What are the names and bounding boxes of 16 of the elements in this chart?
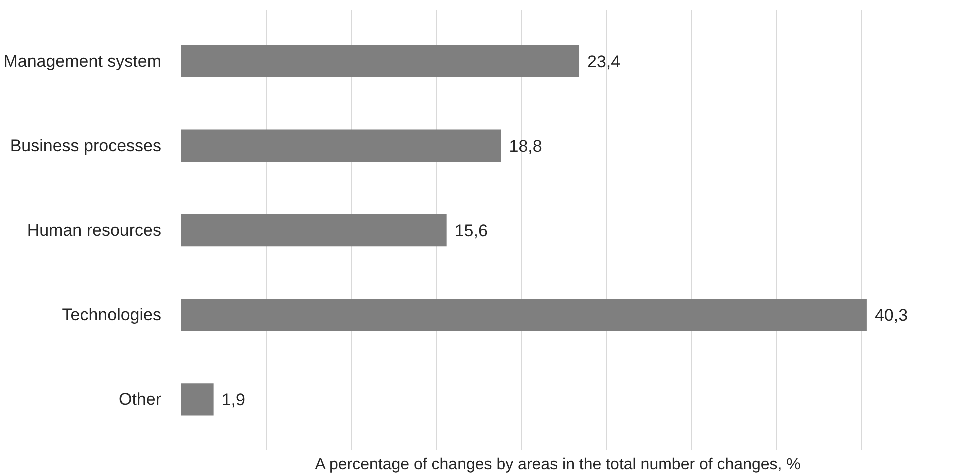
y-tick-label: Business processes — [10, 136, 162, 156]
bar — [182, 384, 214, 416]
bar — [182, 299, 867, 332]
x-axis-title: A percentage of changes by areas in the total number of changes, % — [315, 456, 801, 474]
data-label: 40,3 — [874, 306, 908, 326]
bar — [182, 45, 580, 78]
data-label: 15,6 — [454, 222, 488, 240]
data-label: 18,8 — [509, 136, 542, 156]
bar — [182, 130, 502, 162]
y-tick-label: Technologies — [62, 306, 162, 325]
bar — [182, 214, 447, 247]
data-label: 1,9 — [222, 390, 246, 410]
y-tick-label: Other — [118, 390, 162, 410]
data-label: 23,4 — [588, 52, 621, 72]
y-tick-label: Human resources — [27, 221, 162, 240]
y-tick-label: Management system — [4, 52, 162, 71]
